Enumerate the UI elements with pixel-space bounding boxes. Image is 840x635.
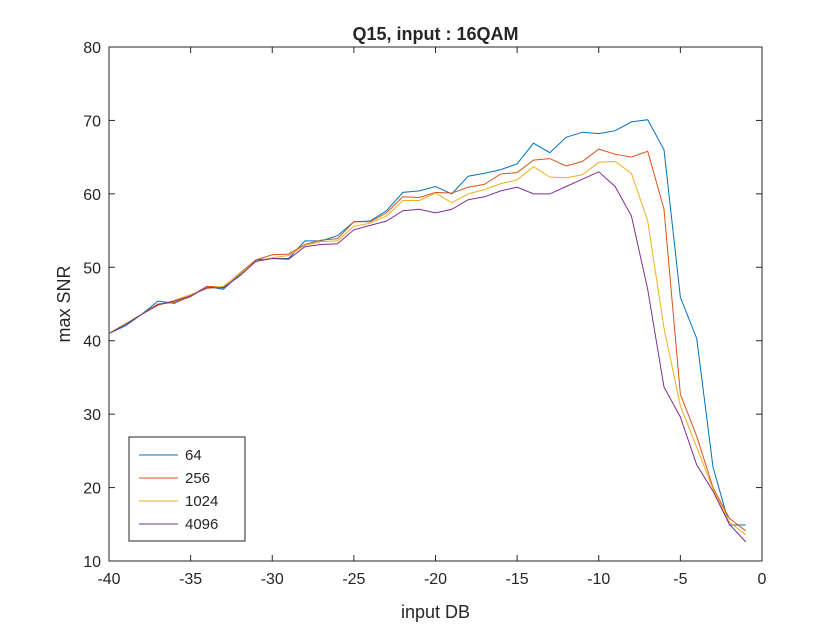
legend-label-4096: 4096 [185,516,218,533]
x-tick-label: 0 [758,571,767,588]
series-lines [108,119,747,543]
y-tick-label: 20 [83,481,101,498]
x-tick-label: -20 [424,571,447,588]
series-line-256 [108,148,747,532]
y-axis-title: max SNR [54,265,74,342]
y-tick-label: 40 [83,334,101,351]
series-line-4096 [108,171,747,543]
x-tick-label: -25 [342,571,365,588]
legend-label-1024: 1024 [185,493,218,510]
y-tick-label: 30 [83,407,101,424]
x-tick-label: -10 [587,571,610,588]
legend: 64 256 1024 4096 [128,436,246,542]
legend-label-256: 256 [185,470,210,487]
y-tick-label: 70 [83,113,101,130]
legend-label-64: 64 [185,447,202,464]
axis-ticks: -40 -35 -30 -25 -20 -15 -10 -5 0 10 20 30 40 50 60 70 80 [83,40,766,588]
y-tick-label: 50 [83,260,101,277]
chart-title: Q15, input : 16QAM [352,24,518,44]
y-tick-label: 60 [83,187,101,204]
x-tick-label: -15 [506,571,529,588]
x-tick-label: -30 [261,571,284,588]
x-tick-label: -40 [97,571,120,588]
y-tick-label: 80 [83,40,101,57]
x-tick-label: -35 [179,571,202,588]
x-tick-label: -5 [673,571,687,588]
y-tick-label: 10 [83,554,101,571]
x-axis-title: input DB [401,602,470,622]
